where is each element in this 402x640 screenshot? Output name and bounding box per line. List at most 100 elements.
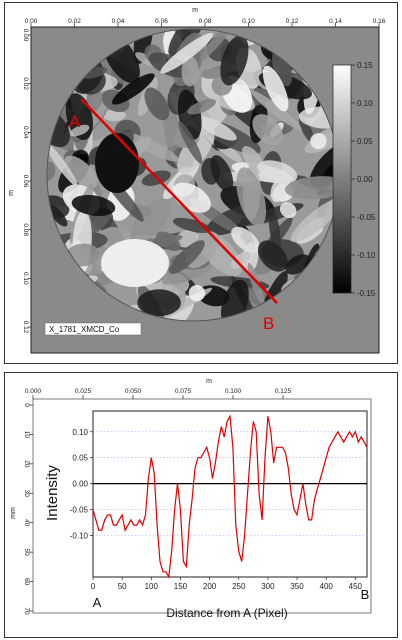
domain-blob — [85, 239, 109, 284]
domain-blob — [236, 167, 267, 227]
secondary-y-tick-label: 30 — [23, 490, 30, 498]
domain-blob — [172, 217, 212, 233]
y-tick-label: 0.00 — [22, 29, 29, 42]
domain-blob — [160, 32, 214, 74]
x-tick-label: 0.16 — [373, 18, 386, 25]
domain-blob — [123, 132, 179, 162]
x-axis-label: Distance from A (Pixel) — [166, 606, 287, 620]
x-tick-label: 0.00 — [25, 18, 38, 25]
xmcd-image-plot: m0.00 0.02 0.04 0.06 0.08 0.10 0.12 0.14 0.16m0.… — [8, 7, 386, 354]
domain-blob — [71, 194, 116, 217]
domain-blob — [187, 99, 217, 115]
domain-blob — [262, 65, 289, 112]
domain-blob — [290, 197, 339, 243]
domain-blob — [210, 155, 234, 192]
x-tick-label: 250 — [232, 582, 246, 591]
profile-start-label: A — [93, 595, 102, 610]
secondary-y-tick-label: 60 — [23, 578, 30, 586]
domain-blob — [175, 230, 199, 248]
image-title: X_1781_XMCD_Co — [49, 325, 120, 334]
x-tick-label: 300 — [261, 582, 275, 591]
domain-blob — [181, 56, 199, 87]
x-tick-label: 0.02 — [68, 18, 81, 25]
domain-blob — [70, 124, 90, 137]
domain-blob — [63, 155, 98, 189]
x-tick-label: 400 — [320, 582, 334, 591]
domain-blob — [247, 262, 265, 306]
y-tick-label: 0.12 — [22, 321, 29, 334]
profile-panel: m 0.000 0.025 0.050 0.075 0.100 0.125 mm 0 10 20 30… — [4, 372, 398, 638]
colorbar-tick-label: -0.15 — [357, 289, 376, 298]
x-tick-label: 0.14 — [329, 18, 342, 25]
domain-blob — [168, 29, 208, 57]
domain-blob — [102, 109, 126, 121]
domain-blob — [220, 35, 249, 86]
domain-blob — [195, 115, 237, 141]
dark-domain — [95, 133, 139, 193]
y-tick-label: 0.10 — [22, 272, 29, 285]
x-tick-label: 450 — [349, 582, 363, 591]
y-axis-label: Intensity — [44, 465, 61, 521]
intensity-series-line — [92, 414, 368, 579]
y-axis-label: m — [8, 190, 15, 196]
x-tick-label: 350 — [290, 582, 304, 591]
colorbar-tick-label: 0.05 — [357, 137, 373, 146]
secondary-y-tick-label: 40 — [23, 519, 30, 527]
secondary-y-tick-label: 10 — [23, 431, 30, 439]
domain-blob — [252, 114, 284, 146]
x-axis-label: m — [192, 7, 198, 14]
y-tick-label: 0.02 — [22, 77, 29, 90]
domain-blob — [137, 289, 181, 317]
domain-blob — [199, 29, 238, 62]
secondary-x-tick-label: 0.100 — [225, 388, 242, 395]
x-tick-label: 100 — [145, 582, 159, 591]
secondary-x-label: m — [206, 378, 212, 385]
x-tick-label: 0.04 — [112, 18, 125, 25]
profile-end-label: B — [263, 314, 274, 333]
profile-start-label: A — [69, 112, 81, 131]
secondary-x-tick-label: 0.075 — [175, 388, 192, 395]
y-tick-label: 0.08 — [22, 223, 29, 236]
image-title-box — [44, 322, 142, 336]
profile-end-label: B — [361, 587, 370, 602]
domain-blob — [279, 202, 297, 218]
domain-blob — [47, 204, 68, 227]
x-tick-label: 0.06 — [155, 18, 168, 25]
intensity-profile-plot: m0.000 0.025 0.050 0.075 0.100 0.125mm0102030… — [10, 378, 372, 620]
secondary-y-tick-label: 0 — [23, 403, 30, 407]
secondary-y-tick-label: 70 — [23, 607, 30, 615]
domain-blob — [310, 132, 327, 150]
domain-blob — [169, 240, 205, 274]
domain-blob — [144, 87, 170, 121]
secondary-y-tick-label: 50 — [23, 549, 30, 557]
domain-blob — [178, 121, 203, 164]
y-tick-label: 0.00 — [72, 480, 88, 489]
domain-blob — [47, 140, 78, 187]
x-tick-label: 150 — [174, 582, 188, 591]
secondary-y-label: mm — [10, 507, 17, 519]
colorbar-tick-label: 0.10 — [357, 99, 373, 108]
domain-blob — [257, 240, 288, 272]
secondary-x-tick-label: 0.125 — [275, 388, 292, 395]
y-tick-label: 0.06 — [22, 175, 29, 188]
domain-blob — [111, 73, 155, 105]
plot-frame — [92, 410, 368, 578]
y-tick-label: -0.05 — [70, 506, 89, 515]
x-tick-label: 0.08 — [199, 18, 212, 25]
bright-domain — [101, 239, 169, 287]
domain-blob — [298, 116, 315, 143]
y-tick-label: 0.04 — [22, 126, 29, 139]
domain-blob — [130, 198, 171, 244]
domain-blob — [257, 160, 298, 183]
secondary-x-tick-label: 0.000 — [25, 388, 42, 395]
domain-blob — [230, 251, 251, 269]
secondary-x-tick-label: 0.050 — [125, 388, 142, 395]
domain-blob — [251, 90, 302, 131]
x-tick-label: 0 — [91, 582, 96, 591]
colorbar — [332, 64, 352, 294]
x-tick-label: 50 — [118, 582, 127, 591]
y-tick-label: 0.05 — [72, 454, 88, 463]
heatmap-panel: m 0.00 0.02 0.04 0.06 0.08 0.10 0.12 0.14 0.16 m 0.… — [4, 2, 398, 364]
secondary-x-tick-label: 0.025 — [75, 388, 92, 395]
x-tick-label: 0.10 — [242, 18, 255, 25]
